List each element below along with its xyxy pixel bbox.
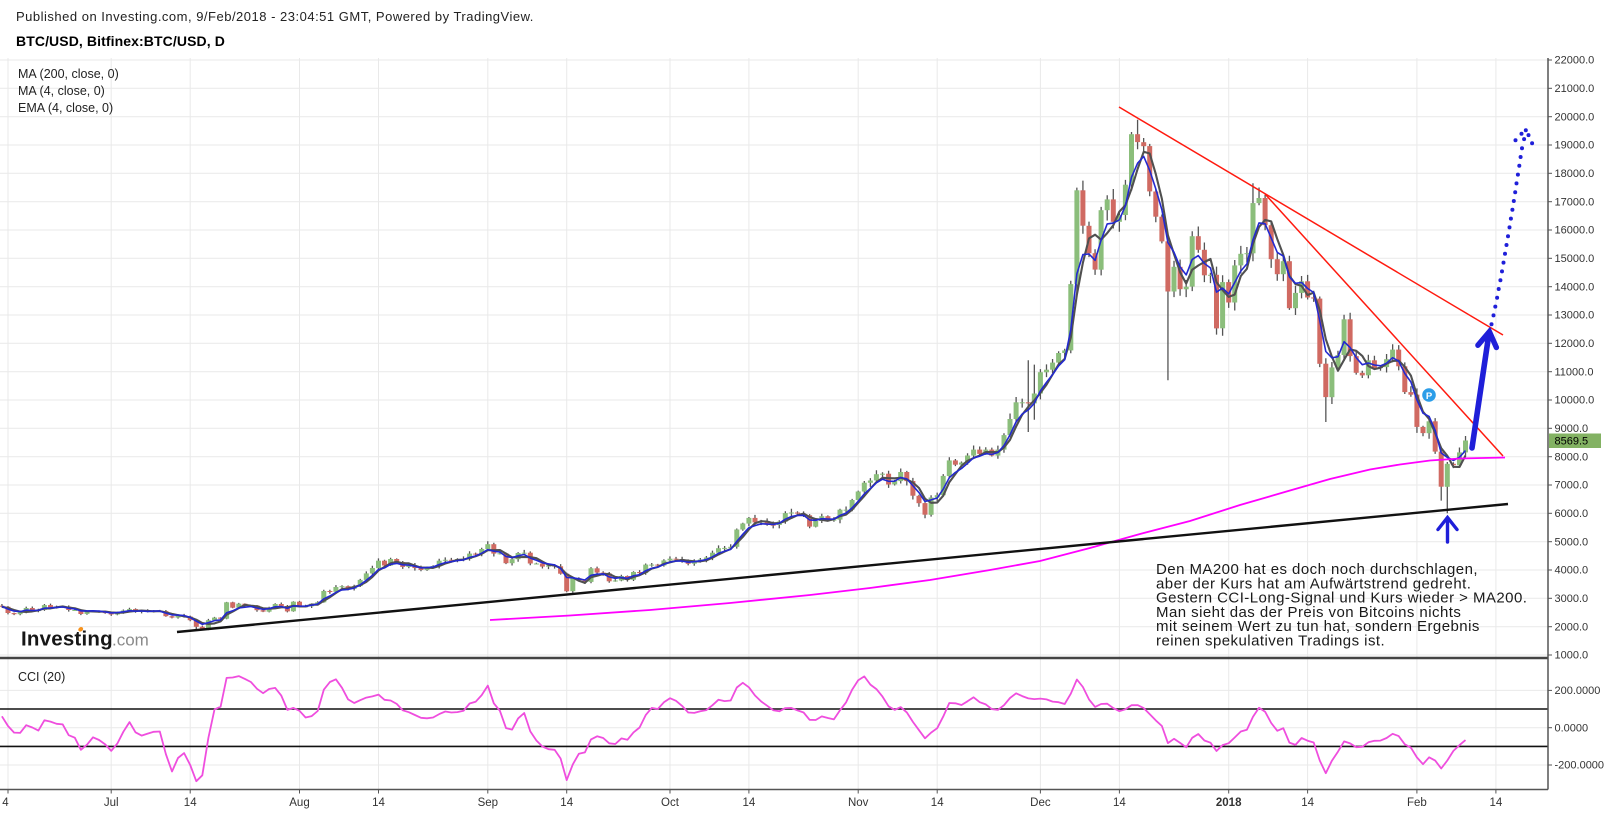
svg-text:0.0000: 0.0000 bbox=[1555, 722, 1589, 734]
svg-text:17000.0: 17000.0 bbox=[1555, 196, 1595, 208]
svg-text:Aug: Aug bbox=[289, 797, 309, 809]
svg-text:reinen spekulativen Tradings i: reinen spekulativen Tradings ist. bbox=[1156, 633, 1385, 650]
svg-text:MA (4, close, 0): MA (4, close, 0) bbox=[18, 84, 105, 98]
svg-text:15000.0: 15000.0 bbox=[1555, 253, 1595, 265]
svg-text:14: 14 bbox=[1301, 797, 1314, 809]
svg-text:9000.0: 9000.0 bbox=[1555, 423, 1589, 435]
svg-text:Sep: Sep bbox=[478, 797, 498, 809]
svg-text:Jul: Jul bbox=[104, 797, 119, 809]
svg-text:aber der Kurs hat am Aufwärtst: aber der Kurs hat am Aufwärtstrend gedre… bbox=[1156, 575, 1471, 592]
svg-text:P: P bbox=[1426, 391, 1433, 402]
svg-text:MA (200, close, 0): MA (200, close, 0) bbox=[18, 67, 119, 81]
svg-text:1000.0: 1000.0 bbox=[1555, 650, 1589, 662]
svg-text:Gestern CCI-Long-Signal und Ku: Gestern CCI-Long-Signal und Kurs wieder … bbox=[1156, 590, 1527, 607]
svg-text:Published on Investing.com, 9/: Published on Investing.com, 9/Feb/2018 -… bbox=[16, 9, 534, 24]
svg-text:Investing: Investing bbox=[21, 628, 113, 651]
svg-text:BTC/USD, Bitfinex:BTC/USD, D: BTC/USD, Bitfinex:BTC/USD, D bbox=[16, 33, 225, 49]
svg-text:14: 14 bbox=[743, 797, 756, 809]
svg-text:13000.0: 13000.0 bbox=[1555, 310, 1595, 322]
svg-text:2000.0: 2000.0 bbox=[1555, 621, 1589, 633]
svg-text:16000.0: 16000.0 bbox=[1555, 225, 1595, 237]
svg-text:CCI (20): CCI (20) bbox=[18, 670, 65, 684]
svg-text:8000.0: 8000.0 bbox=[1555, 451, 1589, 463]
svg-text:4000.0: 4000.0 bbox=[1555, 565, 1589, 577]
svg-text:7000.0: 7000.0 bbox=[1555, 480, 1589, 492]
svg-text:14: 14 bbox=[1490, 797, 1503, 809]
svg-text:Den MA200 hat es doch noch dur: Den MA200 hat es doch noch durchschlagen… bbox=[1156, 561, 1478, 578]
svg-text:6000.0: 6000.0 bbox=[1555, 508, 1589, 520]
svg-text:Dec: Dec bbox=[1030, 797, 1051, 809]
svg-text:14: 14 bbox=[560, 797, 573, 809]
svg-text:14: 14 bbox=[931, 797, 944, 809]
svg-text:19000.0: 19000.0 bbox=[1555, 140, 1595, 152]
svg-text:10000.0: 10000.0 bbox=[1555, 395, 1595, 407]
svg-text:14000.0: 14000.0 bbox=[1555, 281, 1595, 293]
svg-text:22000.0: 22000.0 bbox=[1555, 55, 1595, 67]
svg-text:Man sieht das der Preis von Bi: Man sieht das der Preis von Bitcoins nic… bbox=[1156, 604, 1461, 621]
svg-text:14: 14 bbox=[1113, 797, 1126, 809]
svg-text:14: 14 bbox=[372, 797, 385, 809]
svg-text:200.0000: 200.0000 bbox=[1555, 685, 1601, 697]
svg-text:EMA (4, close, 0): EMA (4, close, 0) bbox=[18, 101, 113, 115]
svg-text:14: 14 bbox=[184, 797, 197, 809]
svg-text:Feb: Feb bbox=[1407, 797, 1427, 809]
svg-text:11000.0: 11000.0 bbox=[1555, 366, 1594, 378]
svg-text:-200.0000: -200.0000 bbox=[1555, 760, 1605, 772]
svg-text:Nov: Nov bbox=[848, 797, 869, 809]
svg-text:3000.0: 3000.0 bbox=[1555, 593, 1589, 605]
svg-text:21000.0: 21000.0 bbox=[1555, 83, 1595, 95]
svg-text:12000.0: 12000.0 bbox=[1555, 338, 1595, 350]
svg-text:18000.0: 18000.0 bbox=[1555, 168, 1595, 180]
svg-text:.com: .com bbox=[112, 631, 149, 650]
svg-text:Oct: Oct bbox=[661, 797, 680, 809]
svg-text:5000.0: 5000.0 bbox=[1555, 536, 1589, 548]
svg-text:4: 4 bbox=[2, 797, 9, 809]
svg-text:2018: 2018 bbox=[1216, 797, 1242, 809]
svg-text:8569.5: 8569.5 bbox=[1555, 436, 1589, 448]
svg-text:mit seinem Wert zu tun hat, so: mit seinem Wert zu tun hat, sondern Erge… bbox=[1156, 618, 1480, 635]
svg-text:20000.0: 20000.0 bbox=[1555, 111, 1595, 123]
